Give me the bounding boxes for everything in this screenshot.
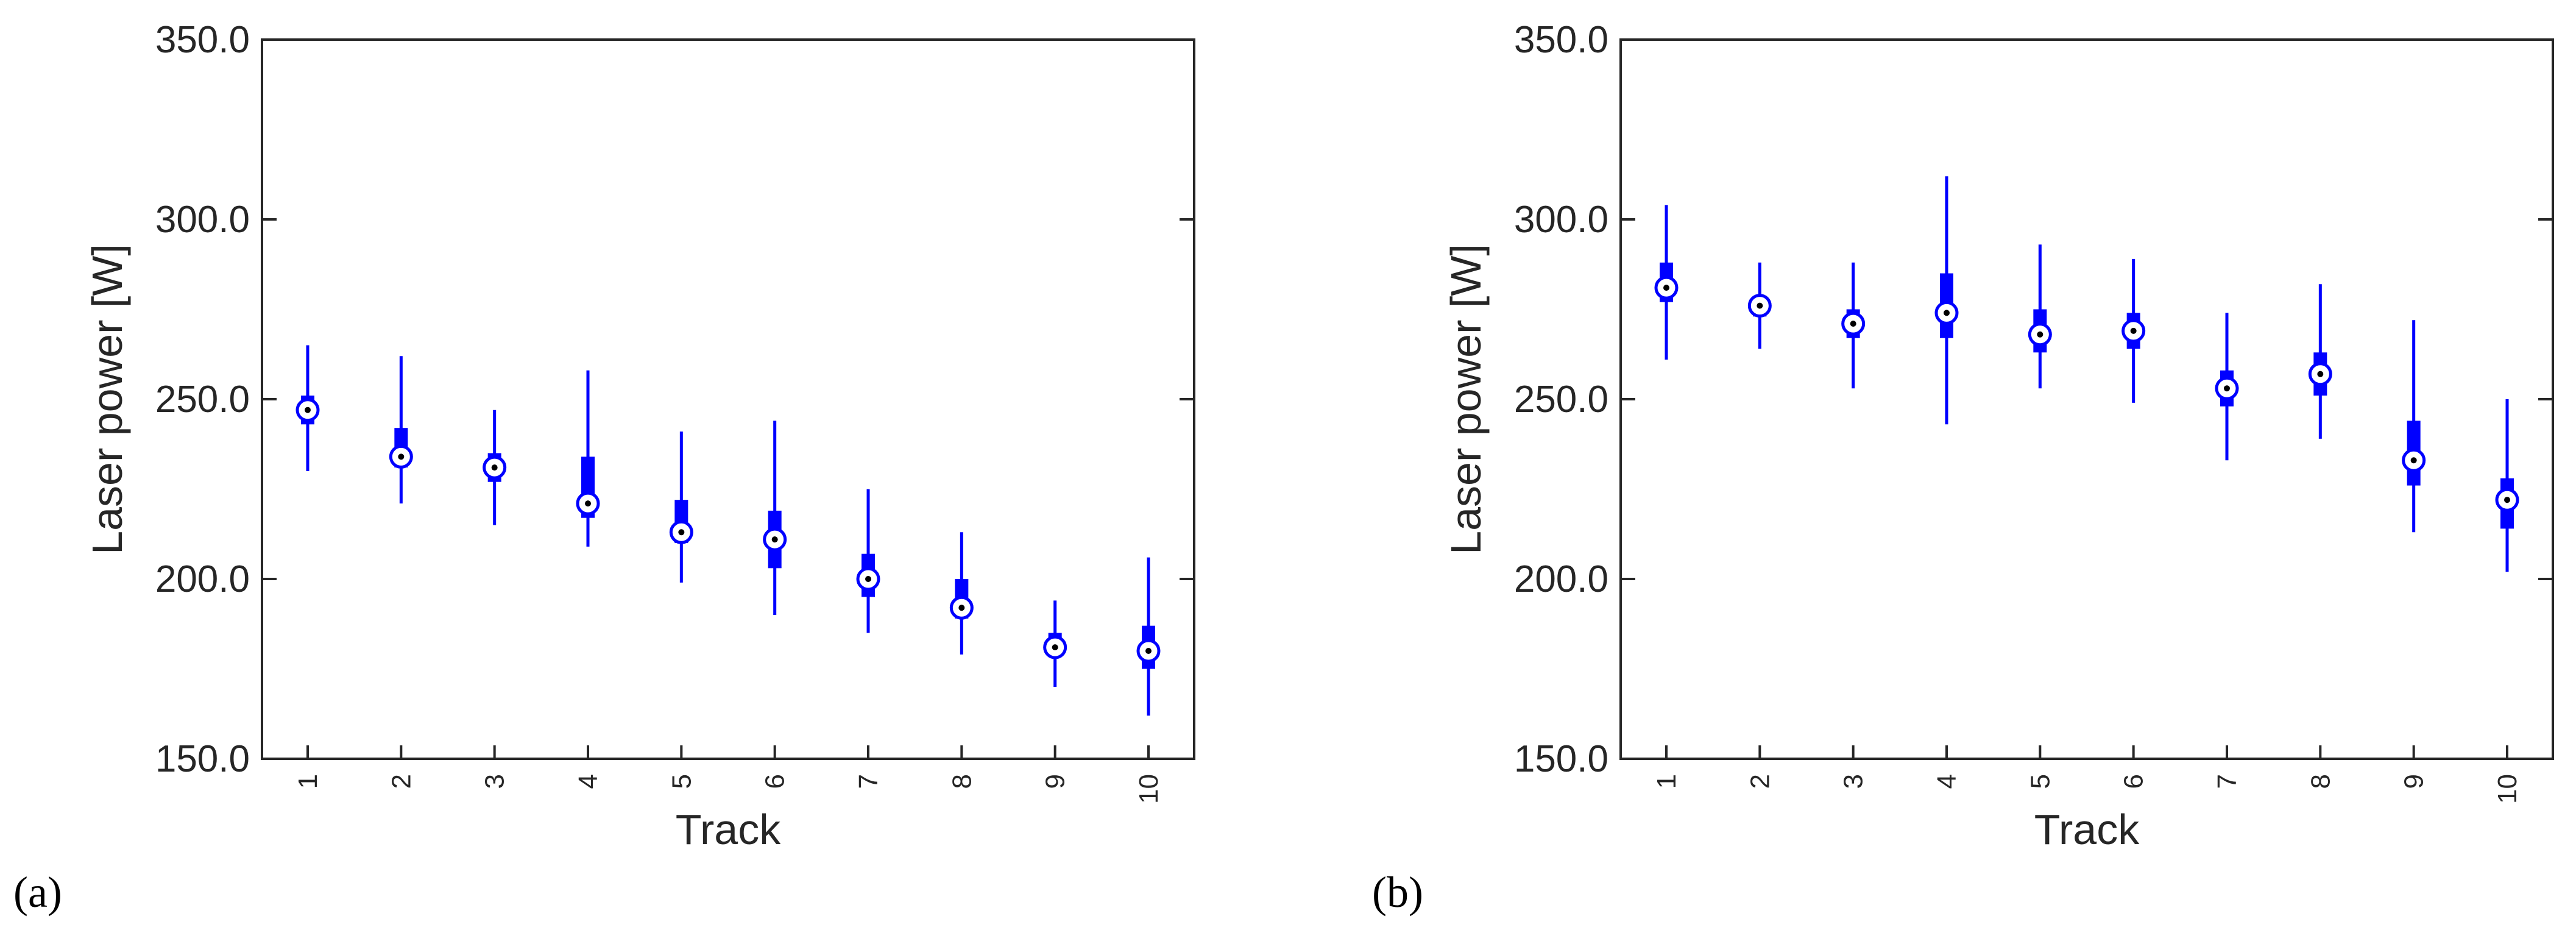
- y-tick-label: 150.0: [1514, 738, 1608, 780]
- panel-label: (a): [13, 868, 62, 917]
- box-track-10: [1136, 557, 1161, 716]
- y-tick-label: 350.0: [1514, 19, 1608, 61]
- y-axis-title: Laser power [W]: [1442, 244, 1490, 555]
- y-tick-label: 200.0: [155, 558, 250, 600]
- x-tick-label: 4: [1932, 774, 1962, 789]
- box-track-6: [763, 421, 787, 615]
- median-dot: [398, 453, 405, 460]
- box-track-9: [1043, 600, 1067, 687]
- median-dot: [2504, 497, 2510, 503]
- median-dot: [2410, 457, 2417, 464]
- x-tick-label: 2: [1745, 774, 1775, 789]
- y-tick-label: 300.0: [155, 199, 250, 241]
- box-track-1: [295, 345, 320, 471]
- y-axis-title: Laser power [W]: [83, 244, 131, 555]
- x-tick-label: 7: [854, 774, 883, 789]
- box-track-8: [2308, 284, 2332, 439]
- box-track-3: [1841, 262, 1866, 389]
- panel-a: 150.0 200.0 250.0 300.0 350.0 1 2 3 4 5 6 7 8 9 10 Trac…: [13, 19, 1195, 917]
- y-tick-label: 250.0: [155, 378, 250, 421]
- y-tick-label: 250.0: [1514, 378, 1608, 421]
- box-track-8: [949, 532, 974, 655]
- panel-b: 150.0 200.0 250.0 300.0 350.0 1 2 3 4 5 6 7 8 9 10 Trac…: [1372, 19, 2554, 917]
- x-tick-label: 6: [760, 774, 790, 789]
- box-track-9: [2402, 320, 2426, 533]
- median-dot: [2317, 371, 2324, 377]
- x-tick-label: 9: [1041, 774, 1070, 789]
- box-track-7: [856, 489, 880, 633]
- box-track-5: [2028, 244, 2052, 389]
- y-tick-label: 200.0: [1514, 558, 1608, 600]
- box-track-4: [576, 370, 600, 547]
- x-axis-title: Track: [2034, 806, 2140, 853]
- y-tick-label: 350.0: [155, 19, 250, 61]
- median-dot: [1757, 302, 1763, 309]
- box-track-10: [2495, 399, 2519, 572]
- x-tick-label: 5: [2025, 774, 2055, 789]
- x-tick-label: 10: [2493, 774, 2522, 804]
- y-tick-label: 150.0: [155, 738, 250, 780]
- median-dot: [2130, 327, 2137, 334]
- median-dot: [305, 407, 311, 413]
- median-dot: [678, 529, 685, 536]
- median-dot: [771, 536, 778, 543]
- box-track-1: [1654, 205, 1679, 360]
- median-dot: [865, 576, 871, 582]
- median-dot: [491, 464, 498, 471]
- median-dot: [2224, 385, 2230, 392]
- x-tick-label: 5: [667, 774, 696, 789]
- median-dot: [2037, 331, 2043, 338]
- box-track-6: [2121, 258, 2146, 403]
- median-dot: [1944, 310, 1950, 316]
- median-dot: [1850, 321, 1856, 327]
- box-track-3: [483, 410, 507, 525]
- box-track-7: [2215, 313, 2239, 461]
- x-tick-label: 3: [480, 774, 510, 789]
- box-track-4: [1934, 176, 1959, 425]
- x-tick-label: 1: [1652, 774, 1682, 789]
- median-dot: [958, 605, 965, 611]
- x-tick-label: 8: [2305, 774, 2335, 789]
- y-tick-label: 300.0: [1514, 199, 1608, 241]
- box-track-5: [669, 431, 693, 583]
- box-track-2: [1747, 262, 1772, 349]
- x-tick-label: 2: [386, 774, 416, 789]
- x-tick-label: 1: [293, 774, 323, 789]
- x-tick-label: 3: [1839, 774, 1869, 789]
- x-tick-label: 10: [1134, 774, 1164, 804]
- panel-label: (b): [1372, 868, 1423, 917]
- box-track-2: [389, 356, 413, 504]
- median-dot: [1663, 285, 1669, 291]
- x-tick-label: 9: [2399, 774, 2429, 789]
- median-dot: [585, 500, 591, 507]
- x-tick-label: 8: [947, 774, 977, 789]
- x-axis-title: Track: [676, 806, 781, 853]
- x-tick-label: 7: [2212, 774, 2242, 789]
- x-tick-label: 6: [2119, 774, 2149, 789]
- median-dot: [1052, 644, 1058, 651]
- median-dot: [1145, 648, 1152, 654]
- x-tick-label: 4: [573, 774, 603, 789]
